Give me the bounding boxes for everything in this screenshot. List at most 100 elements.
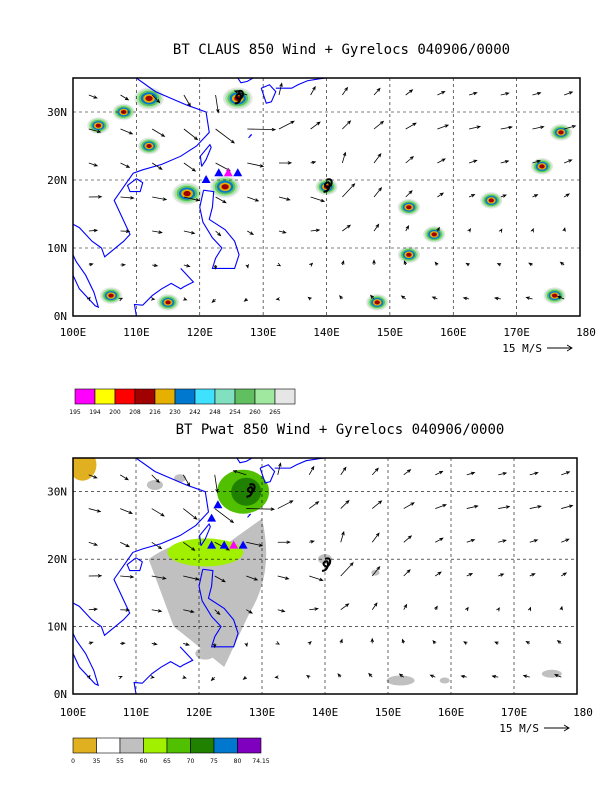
x-tick-label: 100E bbox=[60, 326, 87, 339]
wind-vector bbox=[88, 128, 102, 133]
colorbar-swatch bbox=[237, 737, 262, 754]
x-tick-label: 140E bbox=[313, 326, 340, 339]
wind-vector bbox=[246, 575, 259, 581]
wind-vector bbox=[373, 87, 381, 96]
wind-vector bbox=[398, 673, 404, 678]
coastline bbox=[199, 143, 212, 167]
wind-vector bbox=[88, 641, 94, 645]
gyre-symbol bbox=[246, 483, 256, 498]
wind-vector bbox=[215, 128, 235, 144]
colorbar-swatch bbox=[119, 737, 144, 754]
wind-vector bbox=[435, 470, 444, 476]
colorbar-swatch bbox=[114, 388, 136, 405]
wind-vector bbox=[500, 194, 507, 198]
wind-vector bbox=[340, 562, 354, 577]
pwat-region-yellow bbox=[73, 458, 97, 481]
wind-vector bbox=[405, 122, 417, 130]
x-tick-label: 180 bbox=[576, 326, 596, 339]
wind-vector bbox=[469, 125, 482, 130]
x-tick-label: 140E bbox=[312, 706, 339, 719]
wind-vector bbox=[309, 501, 320, 509]
wind-vector bbox=[120, 575, 135, 579]
x-tick-label: 120E bbox=[186, 706, 213, 719]
pwat-region-gray-small bbox=[386, 675, 415, 686]
wind-vector bbox=[308, 465, 315, 476]
x-tick-label: 150E bbox=[377, 326, 404, 339]
wind-vector bbox=[88, 263, 94, 267]
wind-vector bbox=[152, 196, 168, 201]
wind-vector bbox=[339, 295, 343, 300]
x-tick-label: 130E bbox=[249, 706, 276, 719]
colorbar-label: 60 bbox=[140, 758, 148, 765]
wind-vector bbox=[466, 505, 479, 509]
vector-scale-label: 15 M/S bbox=[502, 342, 542, 355]
colorbar-label: 80 bbox=[234, 758, 242, 765]
wind-vector bbox=[151, 94, 161, 104]
wind-vector bbox=[151, 575, 167, 580]
colorbar-swatch bbox=[166, 737, 191, 754]
wind-vector bbox=[278, 161, 293, 165]
x-tick-label: 150E bbox=[375, 706, 402, 719]
track-triangle bbox=[233, 168, 243, 177]
cloud-blob-5 bbox=[95, 123, 102, 128]
wind-vector bbox=[215, 196, 227, 204]
wind-vector bbox=[525, 641, 530, 645]
wind-vector bbox=[183, 128, 199, 141]
colorbar-label: 70 bbox=[187, 758, 195, 765]
pwat-region-gray-small bbox=[146, 479, 163, 490]
wind-vector bbox=[245, 264, 249, 269]
colorbar-label: 65 bbox=[163, 758, 171, 765]
x-tick-label: 170E bbox=[503, 326, 530, 339]
wind-vector bbox=[371, 467, 379, 476]
wind-vector bbox=[564, 91, 574, 96]
wind-vector bbox=[214, 609, 221, 616]
wind-vector bbox=[532, 159, 542, 164]
x-tick-label: 180 bbox=[573, 706, 593, 719]
wind-vector bbox=[88, 541, 99, 546]
colorbar-swatch bbox=[96, 737, 121, 754]
cloud-blob-5 bbox=[539, 164, 545, 169]
wind-vector bbox=[244, 642, 248, 648]
wind-vector bbox=[561, 471, 571, 476]
colorbar-swatch bbox=[74, 388, 96, 405]
wind-vector bbox=[403, 535, 413, 543]
wind-vector bbox=[152, 230, 163, 234]
wind-vector bbox=[247, 162, 265, 168]
wind-vector bbox=[151, 508, 165, 517]
wind-vector bbox=[460, 674, 467, 679]
wind-vector bbox=[118, 297, 124, 302]
track-triangle bbox=[201, 175, 211, 183]
wind-vector bbox=[494, 296, 501, 301]
wind-vector bbox=[434, 261, 439, 266]
plot-frame bbox=[72, 457, 578, 695]
wind-vector bbox=[88, 508, 102, 513]
wind-vector bbox=[564, 159, 573, 164]
track-triangle bbox=[207, 540, 217, 549]
wind-vector bbox=[152, 128, 166, 137]
wind-vector bbox=[373, 120, 385, 130]
colorbar-label: 216 bbox=[149, 409, 161, 416]
wind-vector bbox=[183, 230, 196, 235]
coastline bbox=[274, 458, 326, 469]
colorbar-label: 208 bbox=[129, 409, 141, 416]
wind-vector bbox=[307, 296, 312, 301]
wind-vector bbox=[118, 676, 123, 680]
wind-vector bbox=[529, 539, 539, 543]
coastline bbox=[198, 568, 239, 648]
chart-title: BT Pwat 850 Wind + Gyrelocs 040906/0000 bbox=[176, 422, 505, 438]
y-tick-label: 0N bbox=[54, 310, 67, 323]
wind-vector bbox=[342, 224, 352, 232]
wind-vector bbox=[151, 642, 158, 646]
wind-vector bbox=[437, 158, 446, 164]
y-tick-label: 20N bbox=[47, 553, 67, 566]
colorbar-label: 0 bbox=[71, 758, 75, 765]
wind-vector bbox=[150, 297, 156, 301]
wind-vector bbox=[215, 230, 222, 237]
wind-vector bbox=[183, 94, 191, 108]
colorbar-label: 75 bbox=[210, 758, 218, 765]
wind-vector bbox=[275, 297, 280, 301]
wind-vector bbox=[306, 674, 311, 679]
chart-2: BT Pwat 850 Wind + Gyrelocs 040906/0000 1… bbox=[47, 422, 593, 765]
wind-vector bbox=[339, 638, 343, 644]
x-tick-label: 160E bbox=[438, 706, 465, 719]
